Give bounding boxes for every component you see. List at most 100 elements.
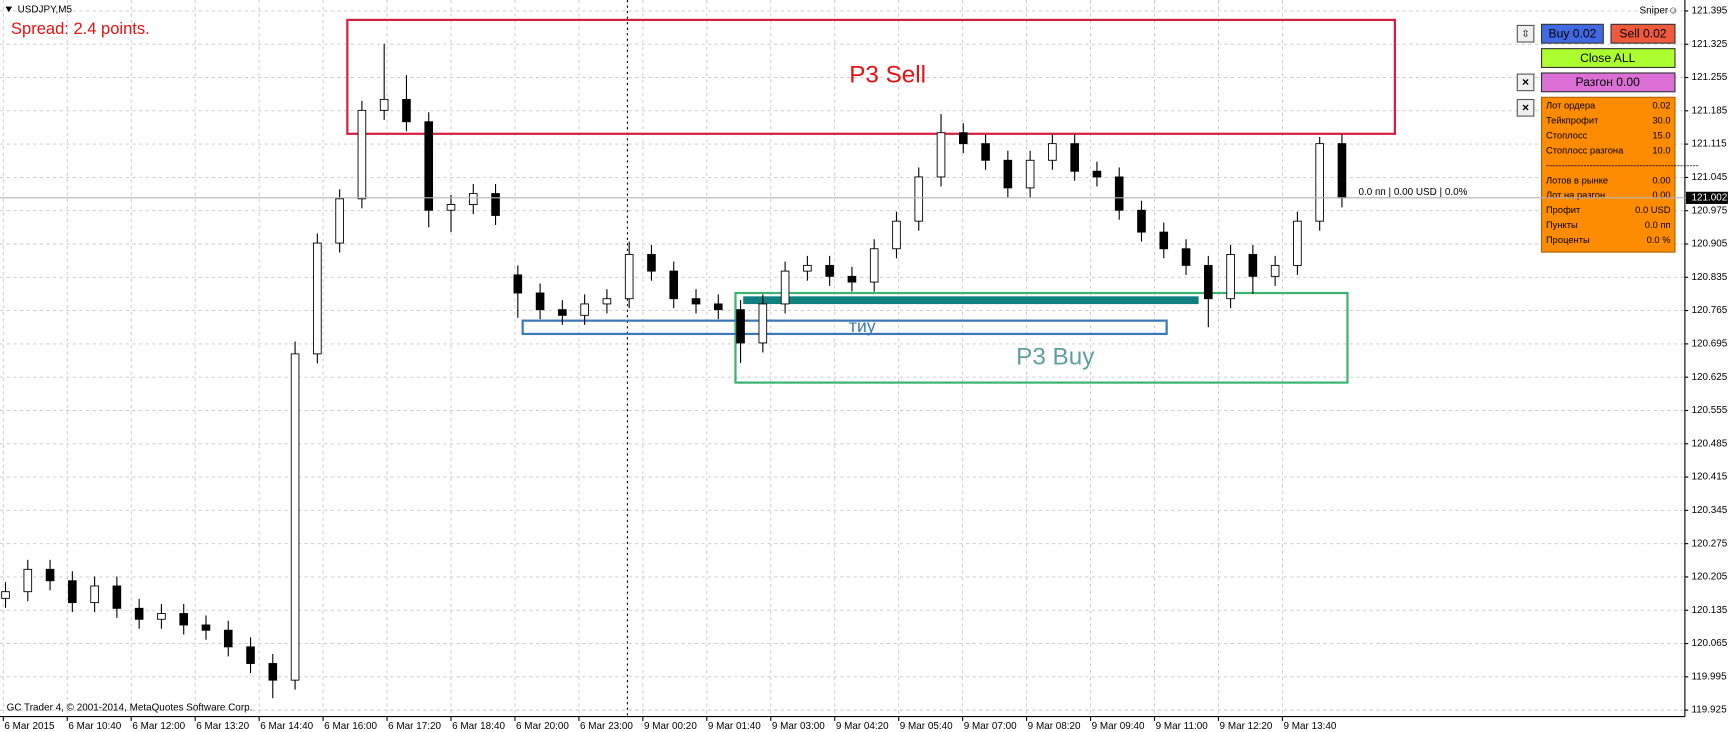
candle-body xyxy=(1181,248,1191,266)
close-icon: × xyxy=(1522,101,1529,115)
row-label: Проценты xyxy=(1546,235,1590,245)
candle-body xyxy=(23,568,33,593)
candle-body xyxy=(580,303,589,316)
candle-body xyxy=(869,248,879,283)
candle-body xyxy=(313,242,322,355)
candle-body xyxy=(1070,143,1079,172)
candle-body xyxy=(803,264,812,272)
toggle-icon: ⇳ xyxy=(1521,29,1529,40)
row-value: 0.0 пп xyxy=(1645,220,1671,230)
y-tick-label: 120.415 xyxy=(1692,472,1728,483)
candle-body xyxy=(669,270,679,300)
grid xyxy=(0,0,1685,717)
candle-body xyxy=(134,607,144,620)
y-tick-label: 121.185 xyxy=(1692,105,1728,116)
symbol: USDJPY,M5 xyxy=(18,5,73,16)
info-table xyxy=(1540,96,1676,253)
x-tick-label: 6 Mar 2015 xyxy=(4,721,55,732)
close-all-button[interactable] xyxy=(1540,48,1676,69)
y-tick-label: 119.995 xyxy=(1692,671,1728,682)
candle-body xyxy=(936,132,946,178)
last-price-label: 121.002 xyxy=(1692,192,1728,203)
footer: GC Trader 4, © 2001-2014, MetaQuotes Sof… xyxy=(7,702,253,713)
row-label: Пункты xyxy=(1546,220,1578,230)
x-tick-label: 6 Mar 10:40 xyxy=(68,721,121,732)
menu-arrow xyxy=(5,6,13,13)
row-value: 10.0 xyxy=(1652,145,1670,155)
y-tick-label: 120.975 xyxy=(1692,205,1728,216)
candles xyxy=(1,43,1347,699)
candle-body xyxy=(535,292,545,311)
x-tick-label: 9 Mar 08:20 xyxy=(1028,721,1081,732)
toggle-button[interactable] xyxy=(1516,24,1535,43)
candle-body xyxy=(90,585,99,604)
y-tick-label: 120.065 xyxy=(1692,638,1728,649)
x-tick-label: 6 Mar 23:00 xyxy=(580,721,633,732)
sell-button[interactable] xyxy=(1610,23,1676,44)
last-price-tag xyxy=(1685,191,1728,204)
candle-body xyxy=(223,629,233,648)
candle-body xyxy=(1270,264,1280,277)
buy-zone-label: P3 Buy xyxy=(1016,344,1095,371)
candle-body xyxy=(402,98,411,123)
candle-body xyxy=(1159,231,1169,250)
x-tick-label: 6 Mar 12:00 xyxy=(132,721,185,732)
candle-body xyxy=(981,143,990,161)
y-tick-label: 121.255 xyxy=(1692,72,1728,83)
buy-button-label: Buy 0.02 xyxy=(1549,26,1597,40)
x-tick-label: 9 Mar 05:40 xyxy=(900,721,953,732)
row-label: ----------------------------------------… xyxy=(1546,160,1699,170)
boost-label: Разгон 0.00 xyxy=(1576,75,1641,89)
candle-body xyxy=(713,303,723,311)
candle-body xyxy=(1092,170,1102,178)
y-tick-label: 121.115 xyxy=(1692,139,1728,150)
candle-body xyxy=(892,220,901,250)
x-tick-label: 9 Mar 12:20 xyxy=(1220,721,1273,732)
y-tick-label: 120.345 xyxy=(1692,505,1728,516)
candle-body xyxy=(758,303,768,344)
candle-body xyxy=(468,193,478,205)
candle-body xyxy=(513,274,523,294)
x-tick-label: 6 Mar 13:20 xyxy=(196,721,249,732)
candle-body xyxy=(1293,220,1302,266)
buy-button[interactable] xyxy=(1540,23,1604,44)
candle-body xyxy=(847,275,857,283)
candle-body xyxy=(1315,143,1324,222)
row-value: 0.0 % xyxy=(1647,235,1671,245)
row-value: 15.0 xyxy=(1652,130,1670,140)
x-tick-label: 9 Mar 04:20 xyxy=(836,721,889,732)
close-icon-button[interactable] xyxy=(1516,98,1535,117)
candle-body xyxy=(1337,143,1347,199)
candle-body xyxy=(558,309,567,316)
candle-body xyxy=(1025,159,1035,189)
spread: Spread: 2.4 points. xyxy=(11,19,150,38)
candle-body xyxy=(45,568,55,582)
x-tick-label: 9 Mar 07:00 xyxy=(964,721,1017,732)
close-icon-button[interactable] xyxy=(1516,73,1535,92)
row-label: Лотов в рынке xyxy=(1546,175,1608,185)
y-tick-label: 120.625 xyxy=(1692,372,1728,383)
info-rows: Лот ордера 0.02 Тейкпрофит 30.0 Стоплосс 15.0… xyxy=(1546,101,1699,245)
row-label: Лот ордера xyxy=(1546,101,1596,111)
level-label: тиу xyxy=(849,316,876,336)
level-band xyxy=(743,296,1199,305)
row-label: Стоплосс разгона xyxy=(1546,145,1624,155)
row-value: 0.02 xyxy=(1652,101,1670,111)
y-tick-label: 120.555 xyxy=(1692,405,1728,416)
x-tick-label: 6 Mar 18:40 xyxy=(452,721,505,732)
candle-body xyxy=(68,580,77,604)
y-tick-label: 120.485 xyxy=(1692,438,1728,449)
x-tick-label: 9 Mar 11:00 xyxy=(1156,721,1209,732)
sell-zone xyxy=(346,18,1396,135)
candle-body xyxy=(379,98,389,111)
buy-zone xyxy=(734,291,1349,384)
candle-body xyxy=(290,353,300,681)
trade-panel: ⇳ Buy 0.02 Sell 0.02 Close ALL × Разгон … xyxy=(1516,23,1699,253)
boost-button[interactable] xyxy=(1540,72,1676,93)
candle-body xyxy=(647,254,656,272)
row-value: 0.00 xyxy=(1652,175,1670,185)
candle-body xyxy=(1114,176,1124,211)
row-value: 0.0 USD xyxy=(1635,205,1671,215)
candle-body xyxy=(112,585,122,609)
